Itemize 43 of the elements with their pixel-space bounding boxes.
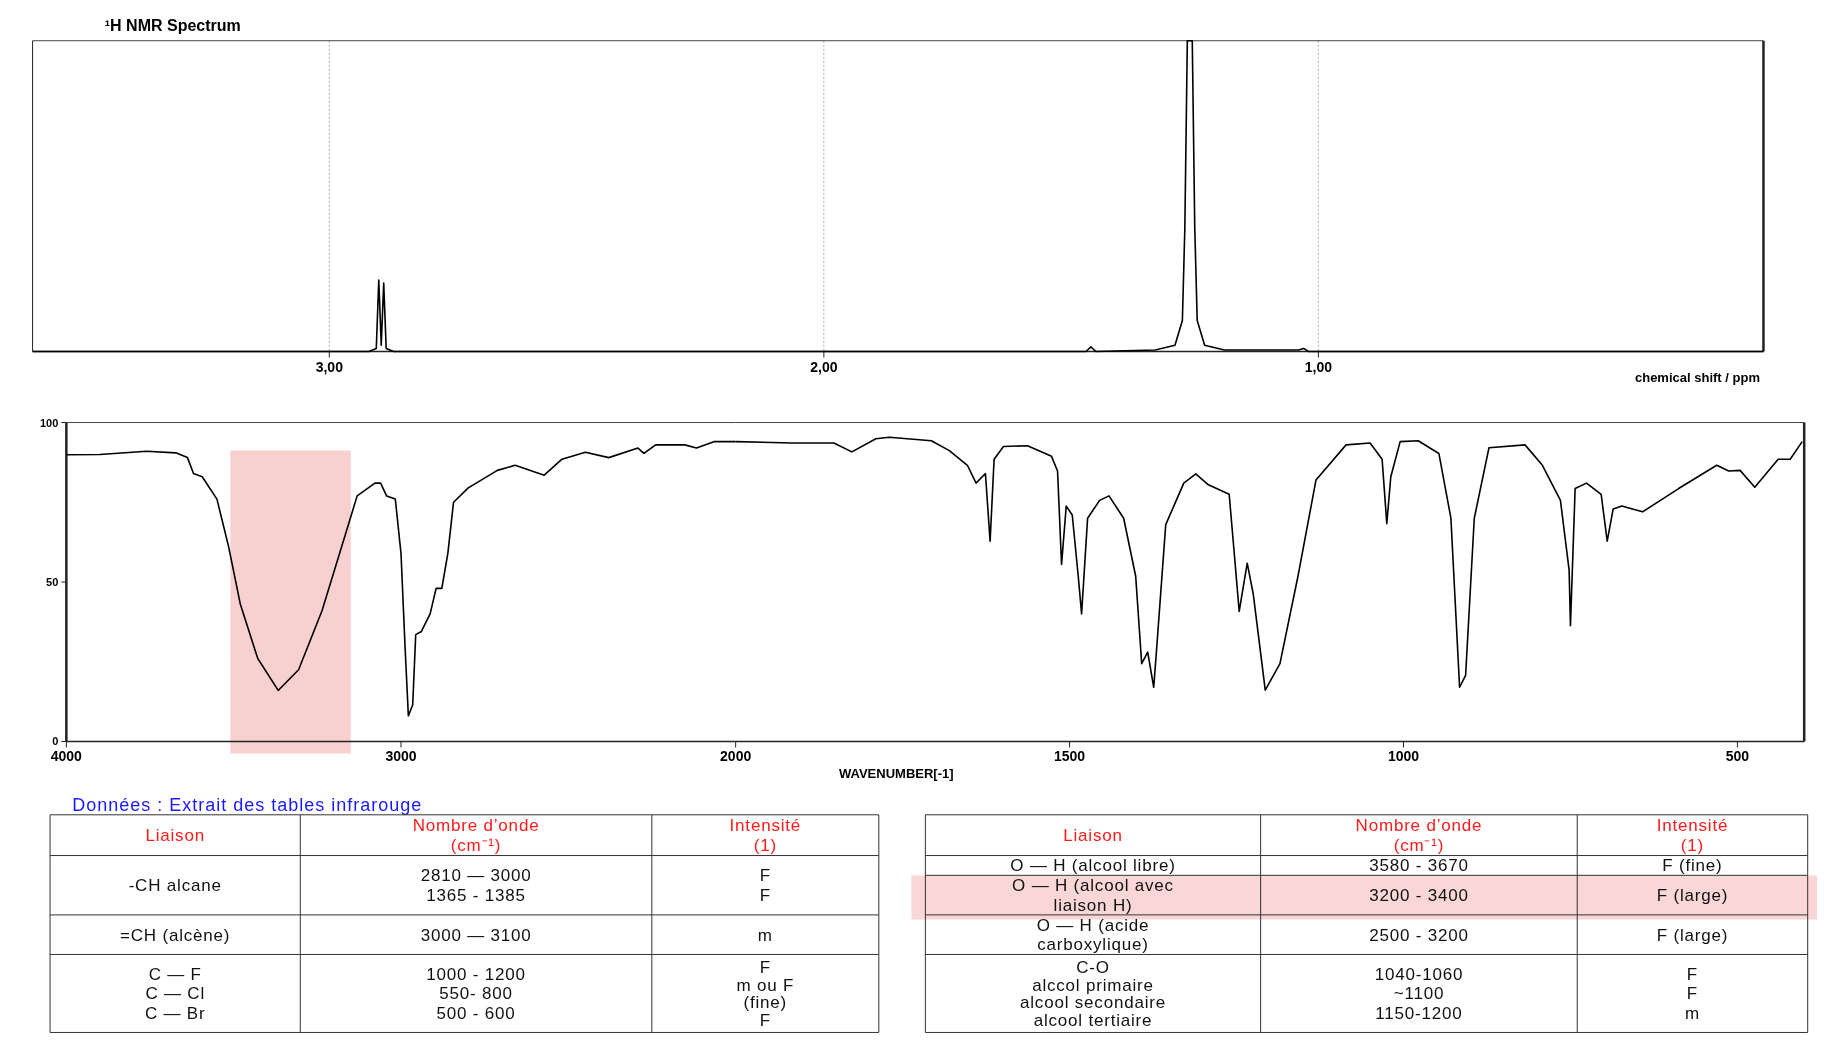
text: F (fine) bbox=[1662, 856, 1723, 876]
text: 2500 - 3200 bbox=[1369, 925, 1469, 945]
text: Intensité (1) bbox=[729, 816, 802, 855]
x-tick-label: 2000 bbox=[720, 748, 752, 765]
text: 2810 — 3000 1365 - 1385 bbox=[420, 866, 532, 905]
text: C-O alccol primaire alcool secondaire alcool tertiaire bbox=[1020, 958, 1166, 1030]
x-tick-label: 1500 bbox=[1053, 748, 1086, 765]
text: O — H (acide carboxylique) bbox=[1036, 915, 1150, 955]
text: Intensité (1) bbox=[1656, 816, 1729, 855]
text: O — H (alcool libre) bbox=[1010, 856, 1176, 876]
text: F m ou F (fine) F bbox=[736, 958, 795, 1030]
chart-title: ¹H NMR Spectrum bbox=[104, 17, 241, 35]
text: F F bbox=[759, 866, 771, 905]
text: 3000 — 3100 bbox=[420, 925, 532, 945]
x-tick-label: 4000 bbox=[50, 748, 83, 765]
text: Données : Extrait des tables infrarouge bbox=[72, 795, 423, 816]
y-tick-label: 0 bbox=[52, 735, 59, 748]
x-tick-label: 3000 bbox=[385, 748, 417, 765]
text: O — H (alcool avec liaison H) bbox=[1012, 876, 1174, 915]
text: F (large) bbox=[1656, 886, 1729, 906]
text: -CH alcane bbox=[128, 876, 222, 896]
x-axis-title: chemical shift / ppm bbox=[1634, 369, 1760, 385]
text: F (large) bbox=[1656, 925, 1729, 945]
text: 1000 - 1200 550- 800 500 - 600 bbox=[426, 964, 526, 1023]
text: Nombre d’onde (cm⁻¹) bbox=[412, 816, 540, 855]
x-axis-title: WAVENUMBER[-1] bbox=[838, 765, 954, 781]
x-tick-label: 3,00 bbox=[315, 358, 344, 375]
text: Nombre d’onde (cm⁻¹) bbox=[1355, 816, 1483, 855]
text: F F m bbox=[1684, 964, 1700, 1023]
y-tick-label: 100 bbox=[39, 416, 59, 429]
x-tick-label: 1,00 bbox=[1304, 358, 1333, 375]
text: =CH (alcène) bbox=[120, 925, 231, 945]
text: 3200 - 3400 bbox=[1369, 886, 1469, 906]
text: Liaison bbox=[145, 826, 205, 846]
y-tick-label: 50 bbox=[46, 576, 59, 588]
x-tick-label: 500 bbox=[1725, 748, 1750, 765]
text: 1040-1060 ~1100 1150-1200 bbox=[1374, 964, 1464, 1023]
text: C — F C — Cl C — Br bbox=[144, 964, 206, 1023]
text: 3580 - 3670 bbox=[1369, 856, 1469, 876]
x-tick-label: 2,00 bbox=[810, 358, 838, 375]
text: Liaison bbox=[1063, 826, 1123, 846]
text: m bbox=[757, 925, 773, 945]
x-tick-label: 1000 bbox=[1387, 748, 1420, 765]
